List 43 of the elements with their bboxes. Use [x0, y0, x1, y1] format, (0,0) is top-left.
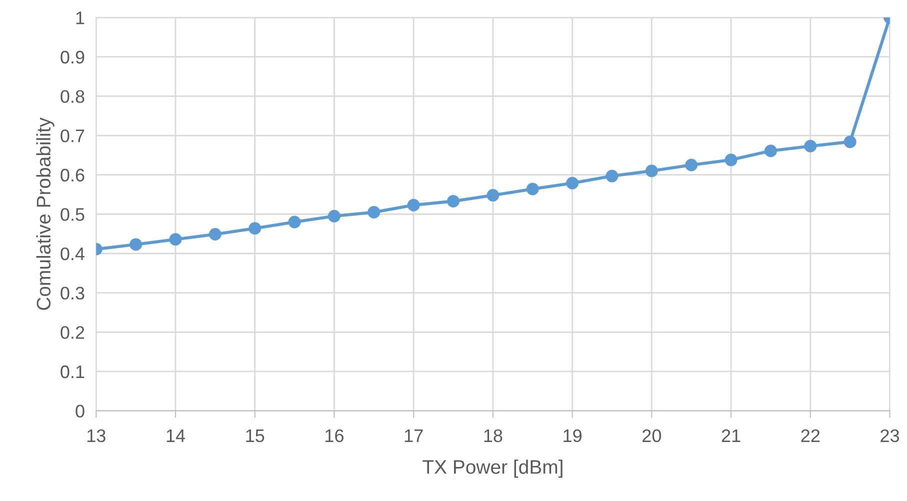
point — [328, 210, 340, 222]
x-tick-label: 19 — [564, 429, 582, 442]
point — [486, 189, 500, 202]
point — [208, 228, 222, 240]
point — [844, 136, 856, 148]
point — [407, 198, 420, 212]
point — [526, 182, 539, 196]
y-axis-title: Comulative Probability — [36, 117, 54, 310]
y-tick-label: 1 — [76, 12, 84, 24]
point — [645, 164, 658, 178]
y-tick-label: 0.9 — [60, 50, 84, 64]
x-tick-label: 23 — [880, 429, 900, 442]
y-tick-label: 0.2 — [60, 326, 84, 339]
y-tick-label: 0 — [76, 404, 84, 418]
y-tick-label: 0.1 — [60, 365, 84, 378]
y-tick-label: 0.6 — [60, 168, 84, 182]
x-tick-label: 21 — [722, 429, 740, 442]
x-tick-label: 13 — [87, 429, 106, 442]
point — [447, 194, 460, 208]
point — [368, 206, 380, 218]
point — [606, 170, 618, 182]
point — [169, 233, 182, 246]
point — [248, 222, 262, 235]
x-tick-label: 22 — [801, 429, 820, 442]
point — [566, 176, 579, 190]
point — [685, 158, 698, 172]
y-tick-label: 0.4 — [60, 247, 85, 260]
x-tick-label: 18 — [484, 429, 502, 442]
y-tick-label: 0.8 — [60, 90, 84, 103]
y-tick-label: 0.5 — [60, 208, 84, 221]
x-tick-label: 17 — [404, 430, 423, 442]
x-tick-label: 16 — [326, 429, 344, 442]
point — [804, 140, 817, 152]
y-tick-label: 0.7 — [60, 129, 84, 142]
x-tick-label: 15 — [246, 430, 264, 442]
point — [764, 144, 777, 158]
x-axis-title: TX Power [dBm] — [422, 460, 562, 478]
x-tick-label: 20 — [642, 429, 662, 442]
point — [130, 238, 142, 251]
point — [288, 216, 301, 228]
y-tick-label: 0.3 — [60, 286, 84, 300]
point — [724, 154, 738, 166]
x-tick-label: 14 — [166, 430, 186, 442]
